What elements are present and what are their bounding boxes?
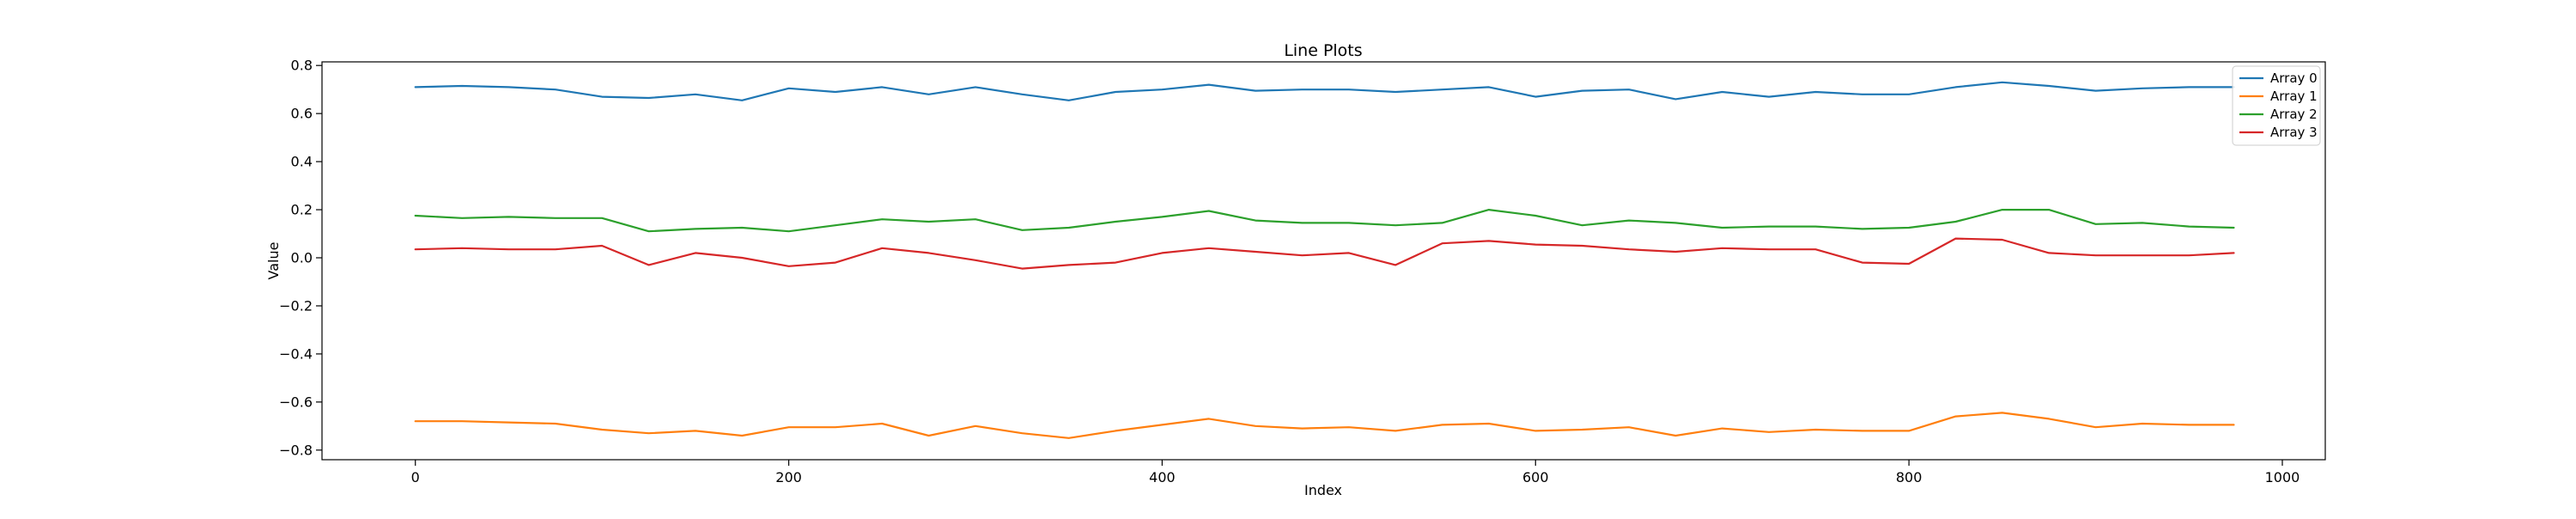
y-tick-label: −0.2	[279, 297, 313, 314]
x-tick-label: 800	[1896, 469, 1923, 485]
x-axis: 0 200 400 600 800 1000	[411, 460, 2300, 485]
y-tick-label: −0.6	[279, 394, 313, 410]
legend-label-array-0: Array 0	[2270, 70, 2318, 86]
chart-title: Line Plots	[1284, 41, 1362, 60]
legend-label-array-2: Array 2	[2270, 107, 2318, 122]
y-tick-label: 0.4	[291, 154, 313, 170]
y-axis: −0.8 −0.6 −0.4 −0.2 0.0 0.2 0.4 0.6 0.8	[279, 58, 322, 458]
series-line-array-0	[414, 81, 2235, 101]
y-tick-label: −0.8	[279, 442, 313, 458]
x-tick-label: 400	[1149, 469, 1176, 485]
legend-label-array-3: Array 3	[2270, 125, 2318, 140]
series-layer	[414, 81, 2235, 439]
series-line-array-2	[414, 209, 2235, 233]
x-tick-label: 0	[411, 469, 420, 485]
legend-label-array-1: Array 1	[2270, 89, 2318, 104]
series-line-array-1	[414, 412, 2235, 439]
y-tick-label: −0.4	[279, 345, 313, 362]
y-tick-label: 0.6	[291, 106, 313, 122]
series-line-array-3	[414, 237, 2235, 270]
legend: Array 0 Array 1 Array 2 Array 3	[2232, 65, 2321, 146]
x-tick-label: 1000	[2265, 469, 2300, 485]
legend-box	[2232, 65, 2321, 146]
y-tick-label: 0.2	[291, 202, 313, 218]
plot-frame	[321, 61, 2326, 461]
x-axis-label: Index	[1304, 482, 1342, 498]
y-tick-label: 0.0	[291, 250, 313, 266]
x-tick-label: 200	[775, 469, 802, 485]
y-tick-label: 0.8	[291, 58, 313, 74]
x-tick-label: 600	[1522, 469, 1549, 485]
y-axis-label: Value	[265, 242, 282, 280]
